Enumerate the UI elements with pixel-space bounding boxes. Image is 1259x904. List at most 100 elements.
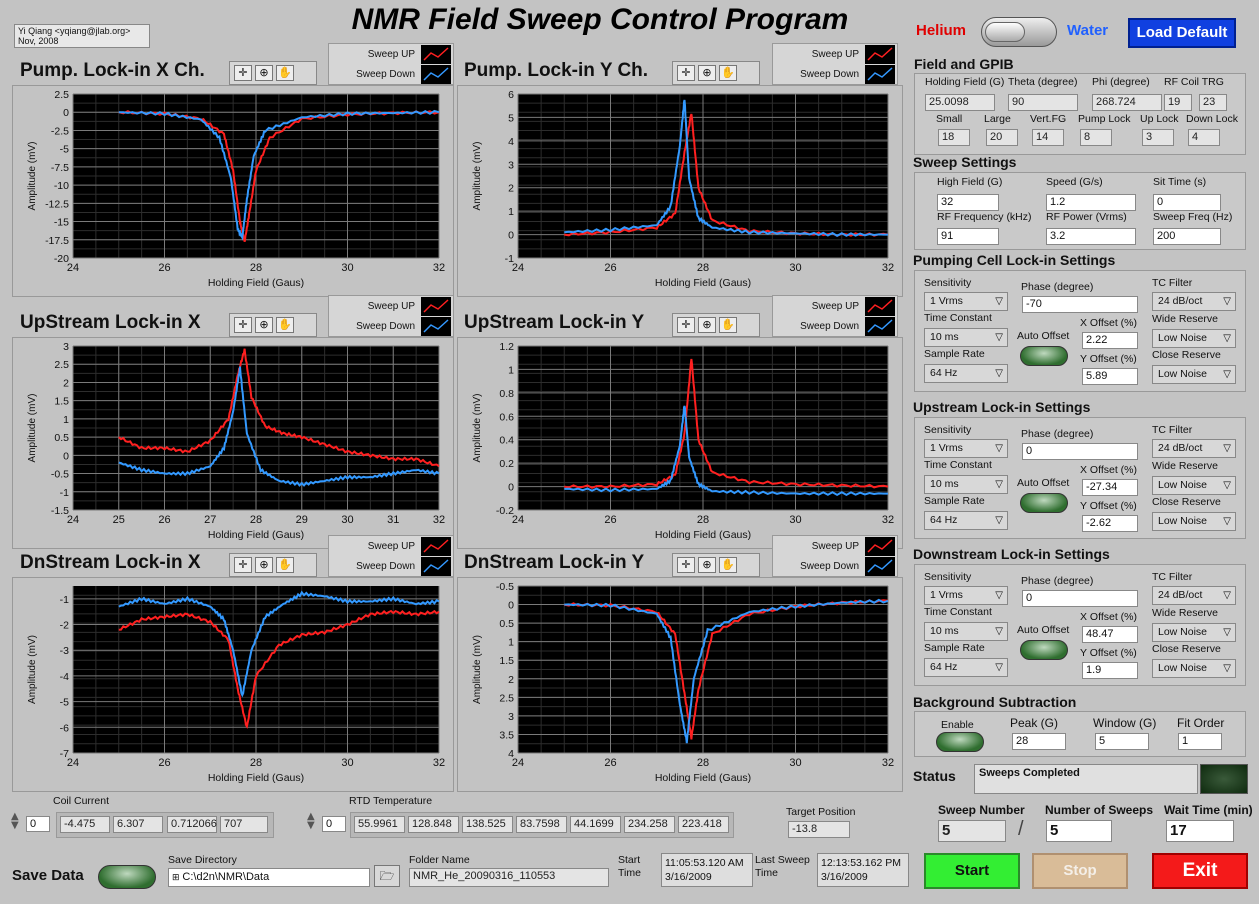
rtd-index-stepper[interactable]: ▲ ▼ <box>307 811 315 831</box>
auto-offset-label: Auto Offset <box>1017 624 1070 636</box>
phase-input[interactable]: 0 <box>1022 443 1138 460</box>
sweep-setting-input[interactable]: 91 <box>937 228 999 245</box>
y-offset-input[interactable]: 5.89 <box>1082 368 1138 385</box>
zoom-icon[interactable]: ⊕ <box>698 317 716 333</box>
pan-hand-icon[interactable]: ✋ <box>276 557 294 573</box>
sweep-setting-input[interactable]: 0 <box>1153 194 1221 211</box>
sweep-setting-input[interactable]: 200 <box>1153 228 1221 245</box>
sweep-setting-input[interactable]: 3.2 <box>1046 228 1136 245</box>
pan-hand-icon[interactable]: ✋ <box>719 317 737 333</box>
y-offset-input[interactable]: 1.9 <box>1082 662 1138 679</box>
tc-filter-select[interactable]: 24 dB/oct <box>1152 586 1236 605</box>
crosshair-icon[interactable]: ✛ <box>234 317 252 333</box>
y-tick-label: 0.2 <box>499 458 514 470</box>
bg-enable-toggle[interactable] <box>936 732 984 752</box>
close-reserve-select[interactable]: Low Noise <box>1152 365 1236 384</box>
close-reserve-label: Close Reserve <box>1152 349 1221 361</box>
phase-input[interactable]: -70 <box>1022 296 1138 313</box>
auto-offset-toggle[interactable] <box>1020 346 1068 366</box>
wide-reserve-select[interactable]: Low Noise <box>1152 329 1236 348</box>
legend-row: Sweep Down <box>329 556 453 576</box>
sensitivity-select[interactable]: 1 Vrms <box>924 586 1008 605</box>
y-offset-label: Y Offset (%) <box>1080 353 1137 365</box>
browse-folder-icon[interactable]: 🗁 <box>374 865 400 887</box>
y-offset-input[interactable]: -2.62 <box>1082 515 1138 532</box>
crosshair-icon[interactable]: ✛ <box>234 557 252 573</box>
close-reserve-select[interactable]: Low Noise <box>1152 659 1236 678</box>
plot-svg: 24 26 28 30 32 1.2 1 0.8 0.6 0.4 0.2 0 -0.2 Holding F… <box>472 341 894 541</box>
sensitivity-select[interactable]: 1 Vrms <box>924 439 1008 458</box>
plot-panel: 24 26 28 30 32 2.5 0 -2.5 -5 -7.5 -10 -12.5 -15 -17.5… <box>12 85 454 297</box>
wide-reserve-select[interactable]: Low Noise <box>1152 623 1236 642</box>
y-tick-label: 3 <box>508 711 514 723</box>
y-tick-label: 0 <box>508 600 514 612</box>
close-reserve-select[interactable]: Low Noise <box>1152 512 1236 531</box>
bg-window-input[interactable]: 5 <box>1095 733 1149 750</box>
coil-index-input[interactable]: 0 <box>26 816 50 832</box>
sweep-setting-input[interactable]: 1.2 <box>1046 194 1136 211</box>
crosshair-icon[interactable]: ✛ <box>234 65 252 81</box>
coil-index-stepper[interactable]: ▲ ▼ <box>11 811 19 831</box>
bg-peak-input[interactable]: 28 <box>1012 733 1066 750</box>
auto-offset-toggle[interactable] <box>1020 640 1068 660</box>
zoom-icon[interactable]: ⊕ <box>698 557 716 573</box>
sample-rate-select[interactable]: 64 Hz <box>924 364 1008 383</box>
zoom-icon[interactable]: ⊕ <box>255 317 273 333</box>
auto-offset-toggle[interactable] <box>1020 493 1068 513</box>
last-sweep-label: Last Sweep Time <box>755 854 810 879</box>
legend-swatch <box>865 316 895 336</box>
y-tick-label: -7 <box>60 748 69 760</box>
crosshair-icon[interactable]: ✛ <box>677 557 695 573</box>
zoom-icon[interactable]: ⊕ <box>255 557 273 573</box>
sample-rate-select[interactable]: 64 Hz <box>924 511 1008 530</box>
sensitivity-label: Sensitivity <box>924 424 972 436</box>
sensitivity-select[interactable]: 1 Vrms <box>924 292 1008 311</box>
wait-time-input[interactable]: 17 <box>1166 820 1234 842</box>
num-sweeps-input[interactable]: 5 <box>1046 820 1112 842</box>
tc-filter-select[interactable]: 24 dB/oct <box>1152 292 1236 311</box>
save-data-toggle[interactable] <box>98 865 156 889</box>
y-tick-label: 2.5 <box>54 89 69 101</box>
x-tick-label: 32 <box>433 262 445 274</box>
mode-switch[interactable] <box>981 17 1057 47</box>
y-offset-label: Y Offset (%) <box>1080 647 1137 659</box>
target-label: Target Position <box>786 806 856 818</box>
gpib-field-value: 25.0098 <box>925 94 995 111</box>
crosshair-icon[interactable]: ✛ <box>677 65 695 81</box>
tc-filter-label: TC Filter <box>1152 571 1193 583</box>
zoom-icon[interactable]: ⊕ <box>255 65 273 81</box>
pan-hand-icon[interactable]: ✋ <box>276 65 294 81</box>
legend-row: Sweep UP <box>773 44 897 64</box>
tc-filter-select[interactable]: 24 dB/oct <box>1152 439 1236 458</box>
rtd-index-input[interactable]: 0 <box>322 816 346 832</box>
app-title: NMR Field Sweep Control Program <box>351 3 849 36</box>
time-constant-select[interactable]: 10 ms <box>924 622 1008 641</box>
legend-swatch <box>421 44 451 64</box>
zoom-icon[interactable]: ⊕ <box>698 65 716 81</box>
y-tick-label: 1.5 <box>499 655 514 667</box>
sweep-setting-input[interactable]: 32 <box>937 194 999 211</box>
stop-button[interactable]: Stop <box>1032 853 1128 889</box>
lockin-title: Pumping Cell Lock-in Settings <box>913 252 1116 268</box>
x-offset-input[interactable]: 2.22 <box>1082 332 1138 349</box>
time-constant-select[interactable]: 10 ms <box>924 475 1008 494</box>
x-offset-input[interactable]: -27.34 <box>1082 479 1138 496</box>
legend-label: Sweep Down <box>356 68 415 80</box>
legend-row: Sweep Down <box>329 64 453 84</box>
sample-rate-select[interactable]: 64 Hz <box>924 658 1008 677</box>
exit-button[interactable]: Exit <box>1152 853 1248 889</box>
bg-order-input[interactable]: 1 <box>1178 733 1222 750</box>
save-dir-input[interactable]: ⊞ C:\d2n\NMR\Data <box>168 868 370 887</box>
plot-toolbar: ✛ ⊕ ✋ <box>229 553 317 577</box>
wide-reserve-select[interactable]: Low Noise <box>1152 476 1236 495</box>
pan-hand-icon[interactable]: ✋ <box>276 317 294 333</box>
legend-swatch <box>421 316 451 336</box>
start-button[interactable]: Start <box>924 853 1020 889</box>
pan-hand-icon[interactable]: ✋ <box>719 557 737 573</box>
phase-input[interactable]: 0 <box>1022 590 1138 607</box>
crosshair-icon[interactable]: ✛ <box>677 317 695 333</box>
pan-hand-icon[interactable]: ✋ <box>719 65 737 81</box>
x-offset-input[interactable]: 48.47 <box>1082 626 1138 643</box>
load-default-button[interactable]: Load Default <box>1128 18 1236 48</box>
time-constant-select[interactable]: 10 ms <box>924 328 1008 347</box>
